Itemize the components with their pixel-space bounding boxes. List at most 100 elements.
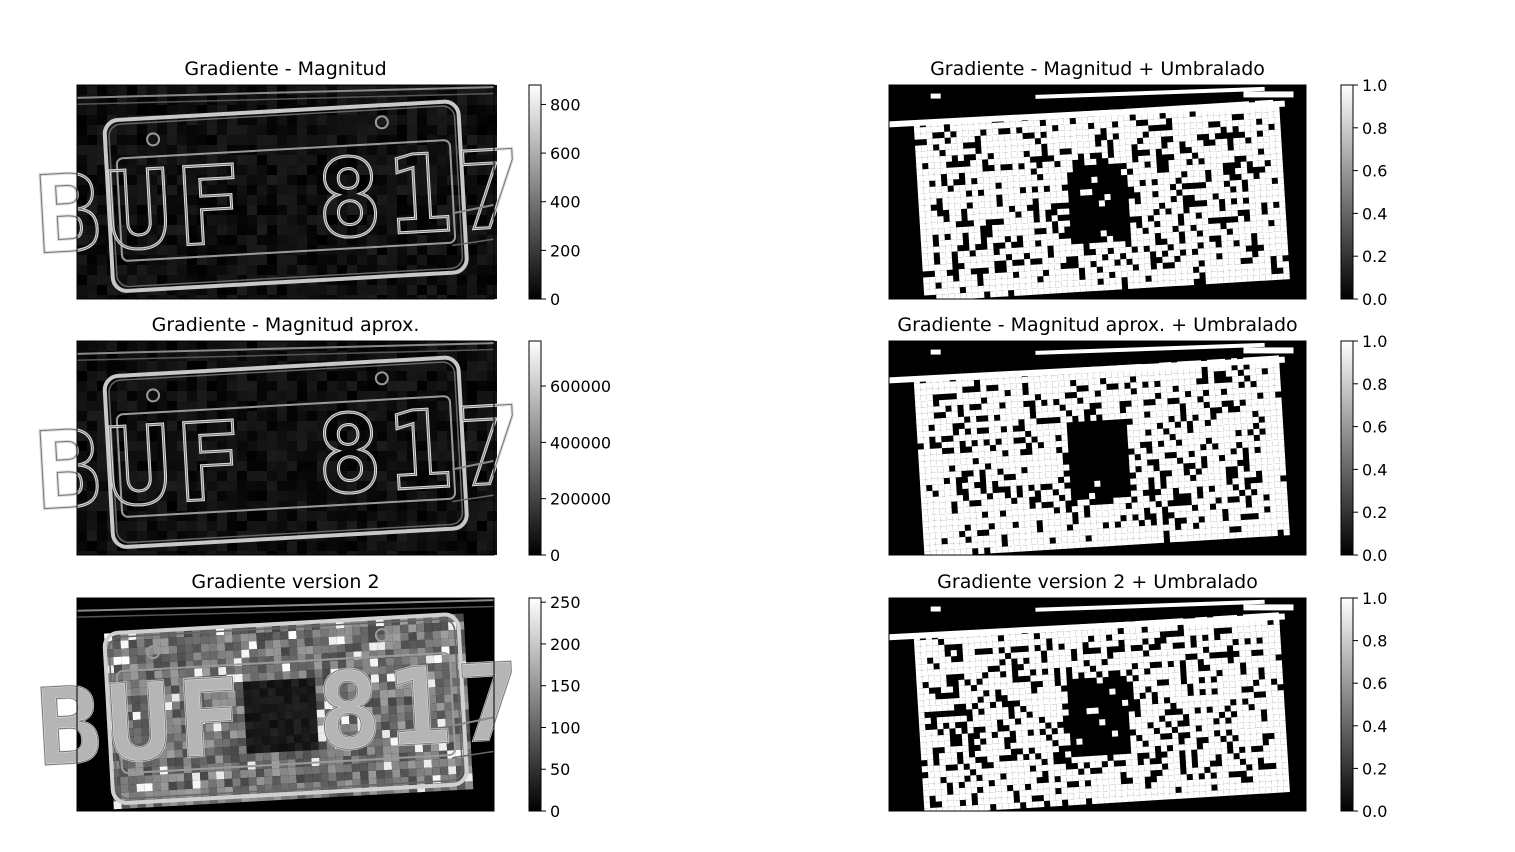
binary-pixel [1231, 369, 1239, 377]
image-cell [397, 195, 407, 205]
image-cell [297, 341, 307, 351]
binary-pixel [1022, 228, 1029, 236]
binary-pixel [1182, 457, 1190, 464]
binary-pixel [1018, 527, 1026, 534]
image-cell [337, 491, 347, 501]
binary-pixel [1113, 497, 1120, 504]
image-cell [327, 135, 337, 145]
image-cell [197, 135, 207, 145]
binary-pixel [1025, 532, 1032, 540]
image-cell [477, 175, 487, 185]
binary-pixel [1241, 525, 1248, 533]
binary-pixel [1030, 418, 1037, 425]
binary-pixel [1244, 125, 1251, 132]
binary-pixel [1169, 280, 1177, 287]
binary-pixel [1152, 446, 1159, 454]
binary-pixel [950, 399, 958, 406]
binary-pixel [1265, 524, 1272, 531]
binary-pixel [1005, 145, 1012, 153]
binary-pixel [916, 169, 923, 176]
image-cell [317, 541, 327, 551]
image-cell [234, 665, 243, 675]
binary-pixel [1144, 519, 1152, 526]
image-cell [431, 622, 441, 632]
binary-pixel [1195, 206, 1202, 213]
binary-pixel [955, 124, 963, 132]
image-cell [97, 341, 107, 351]
binary-pixel [976, 517, 983, 525]
image-cell [357, 391, 367, 401]
image-cell [77, 481, 87, 491]
image-cell [197, 401, 207, 411]
binary-pixel [1187, 170, 1194, 178]
binary-pixel [957, 256, 965, 264]
image-cell [217, 381, 227, 391]
image-cell [167, 225, 177, 235]
image-cell [347, 185, 357, 195]
image-cell [289, 662, 299, 672]
image-cell [217, 421, 227, 431]
image-cell [237, 105, 247, 115]
binary-pixel [1121, 533, 1128, 540]
image-cell [117, 481, 127, 491]
image-cell [417, 511, 427, 521]
binary-pixel [931, 472, 938, 479]
image-cell [107, 135, 117, 145]
binary-pixel [1178, 225, 1185, 232]
image-cell [347, 145, 357, 155]
binary-pixel [923, 436, 930, 444]
image-cell [237, 391, 247, 401]
binary-pixel [931, 126, 939, 133]
binary-pixel [1197, 408, 1205, 415]
binary-pixel [1039, 465, 1046, 473]
binary-pixel [1001, 182, 1008, 189]
image-cell [337, 551, 347, 555]
image-cell [317, 491, 327, 501]
image-cell [237, 225, 247, 235]
image-cell [457, 541, 467, 551]
binary-pixel [1198, 510, 1205, 517]
binary-pixel [1006, 260, 1013, 267]
image-cell [227, 461, 237, 471]
binary-pixel [1176, 195, 1183, 202]
image-cell [197, 551, 207, 555]
binary-pixel [1230, 454, 1238, 461]
binary-pixel [1203, 491, 1210, 499]
image-cell [267, 688, 276, 697]
binary-pixel [921, 247, 928, 254]
image-cell [367, 471, 377, 481]
binary-pixel [929, 282, 936, 290]
binary-pixel [943, 471, 950, 479]
image-cell [297, 646, 306, 655]
binary-pixel [954, 549, 961, 556]
image-cell [237, 491, 247, 501]
binary-pixel [1243, 203, 1250, 210]
binary-pixel [1038, 447, 1045, 455]
image-cell [354, 675, 364, 684]
image-cell [327, 401, 337, 411]
binary-pixel [1245, 489, 1252, 496]
binary-pixel [1180, 255, 1187, 262]
binary-pixel [1003, 224, 1011, 231]
binary-pixel [1051, 118, 1059, 126]
image-cell [477, 85, 487, 95]
binary-pixel [962, 136, 969, 143]
image-cell [298, 678, 308, 687]
binary-pixel [1244, 221, 1251, 228]
binary-pixel [947, 281, 954, 288]
image-cell [407, 255, 417, 265]
image-cell [367, 481, 377, 491]
binary-pixel [1061, 280, 1068, 288]
binary-pixel [1186, 261, 1193, 268]
binary-pixel [1051, 471, 1058, 478]
image-cell [357, 225, 367, 235]
image-cell [397, 381, 407, 391]
image-cell [297, 245, 307, 255]
binary-pixel [1181, 535, 1189, 542]
binary-pixel [1001, 444, 1009, 451]
binary-pixel [1181, 177, 1188, 184]
binary-pixel [973, 123, 981, 131]
binary-pixel [1060, 524, 1068, 532]
binary-pixel [1041, 245, 1048, 253]
binary-pixel [985, 213, 992, 220]
